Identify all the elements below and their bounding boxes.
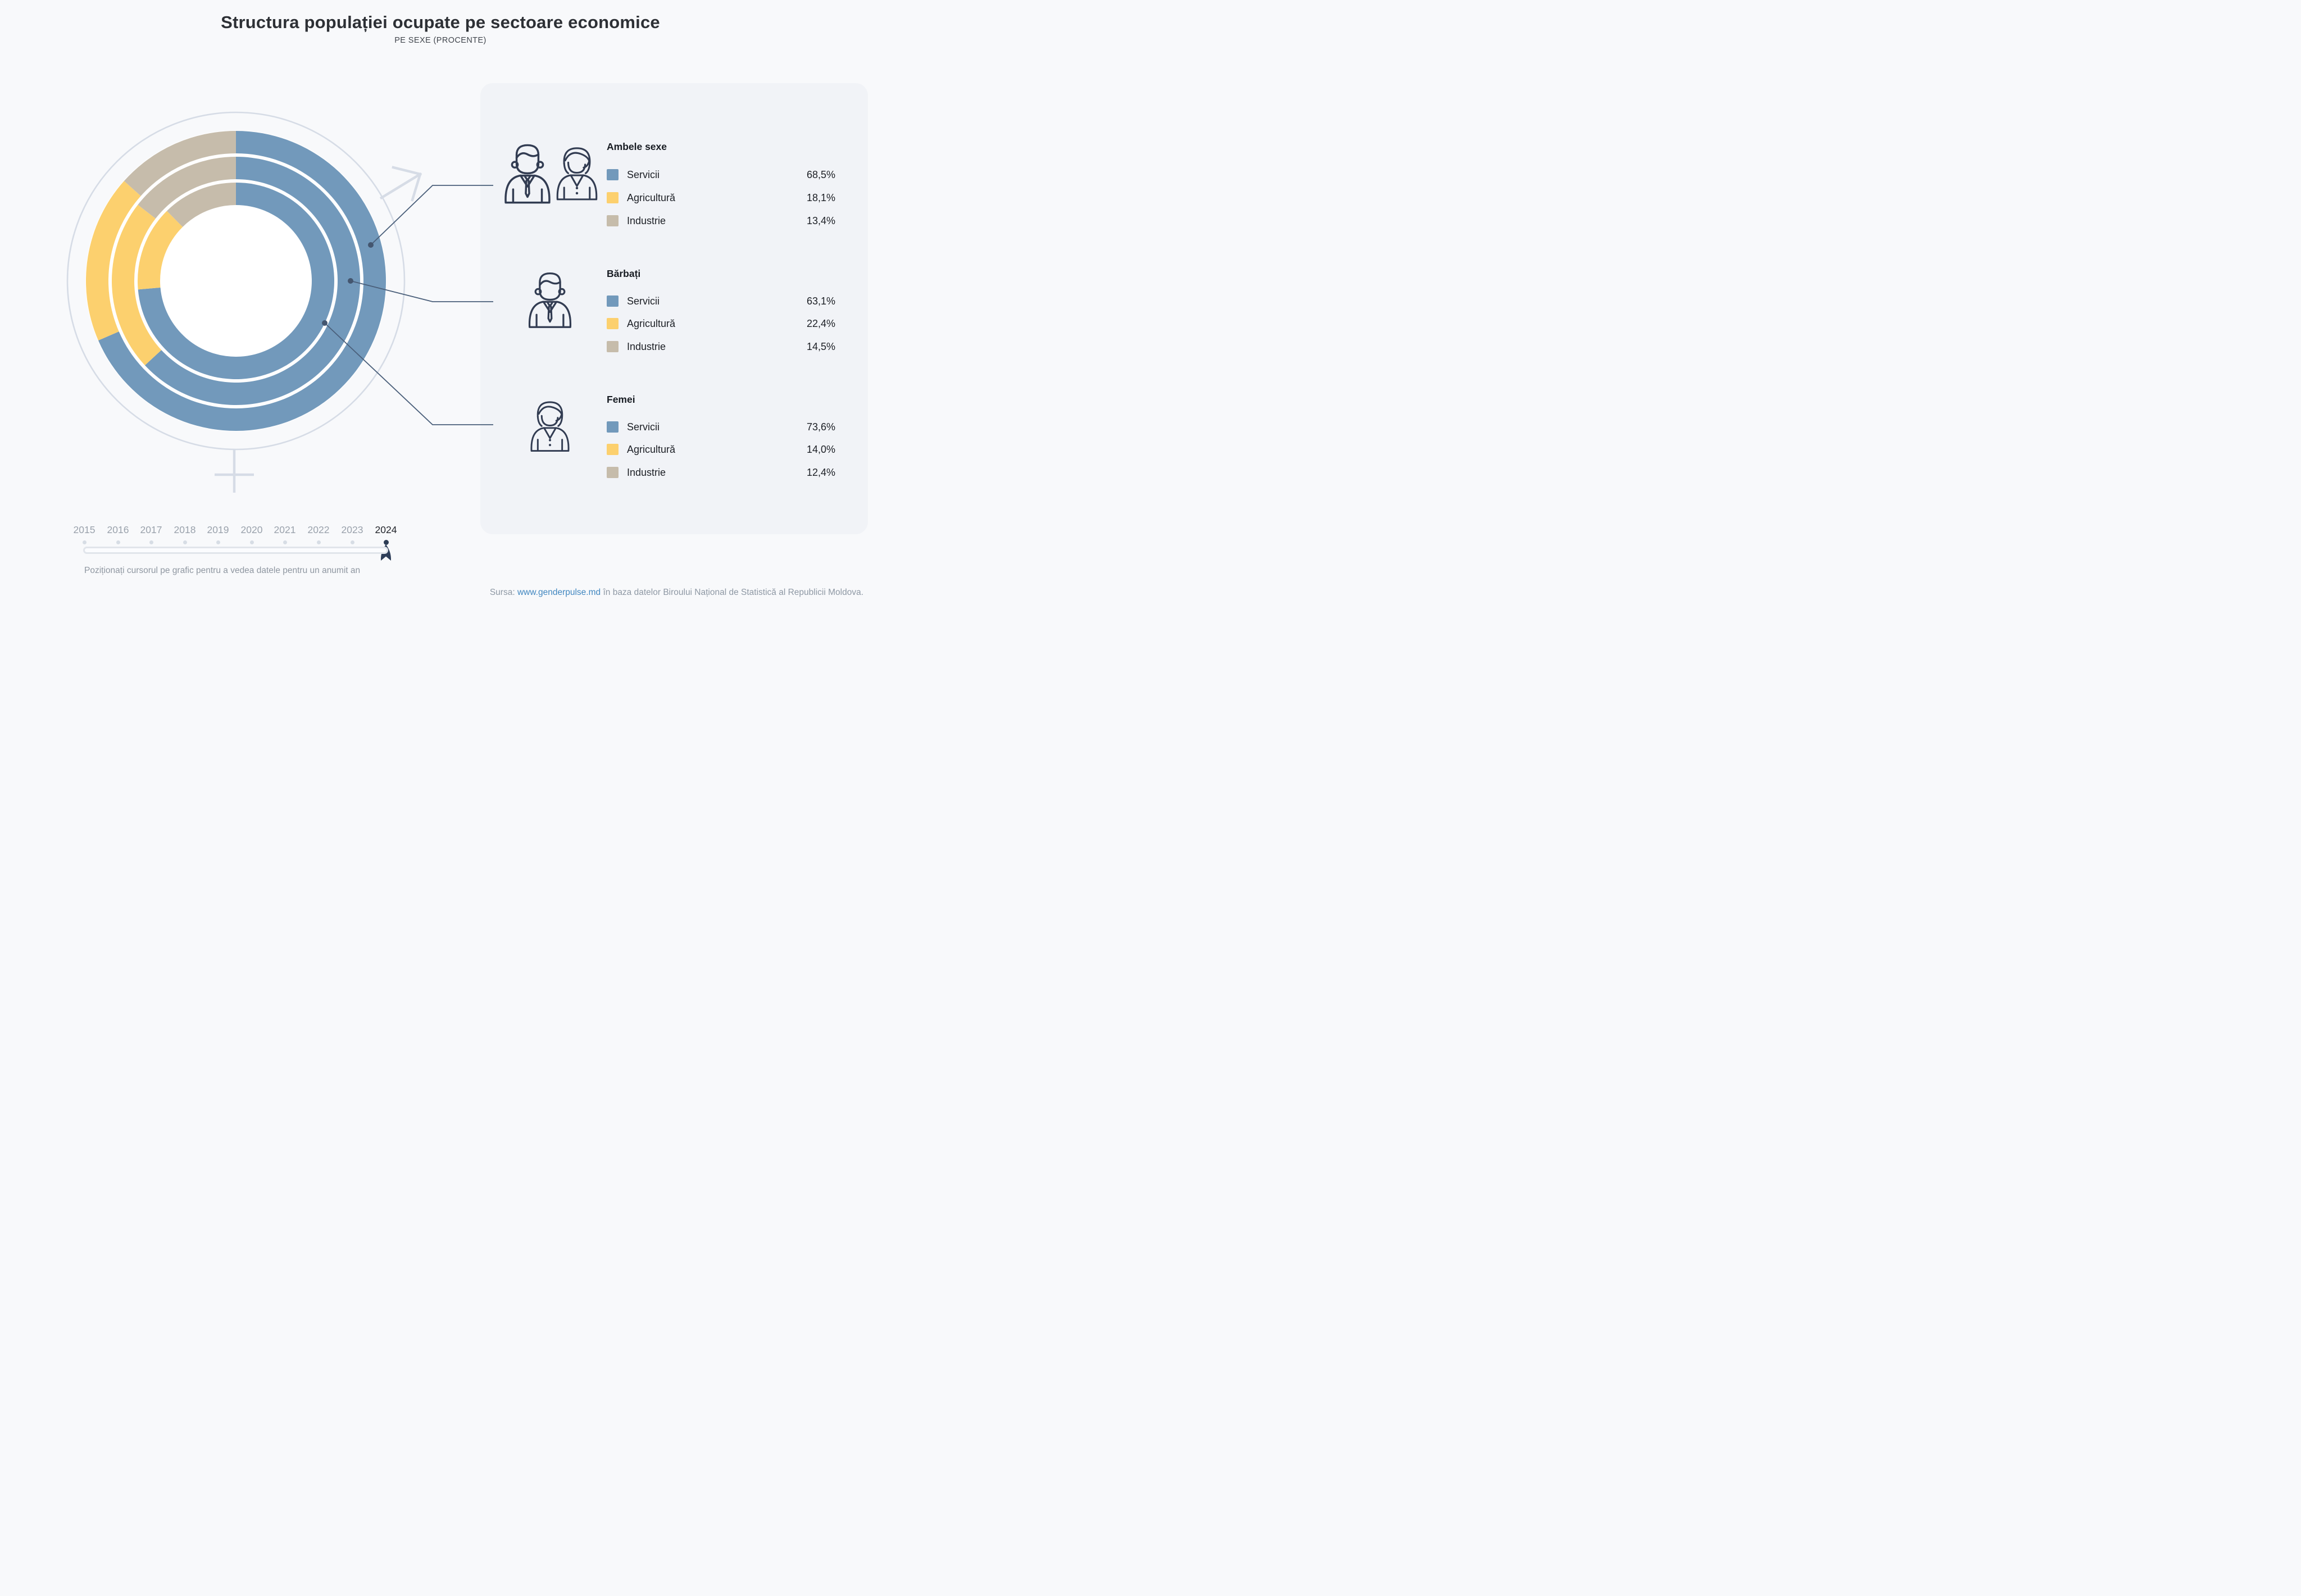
year-dot[interactable] bbox=[350, 540, 354, 544]
source-line: Sursa: www.genderpulse.md în baza datelo… bbox=[490, 588, 863, 598]
sector-value: 73,6% bbox=[806, 421, 835, 433]
servicii-swatch bbox=[607, 169, 619, 180]
man-icon bbox=[526, 266, 574, 332]
sector-label: Agricultură bbox=[627, 443, 676, 455]
agricultura-swatch bbox=[607, 444, 619, 455]
woman-icon bbox=[528, 393, 572, 458]
sector-value: 13,4% bbox=[806, 215, 835, 226]
sector-label: Servicii bbox=[627, 295, 660, 307]
ring-segment-middle[interactable] bbox=[138, 157, 236, 219]
year-slider-track-inner bbox=[85, 548, 386, 552]
year-label[interactable]: 2023 bbox=[341, 524, 363, 535]
year-label[interactable]: 2016 bbox=[107, 524, 129, 535]
year-dot-selected[interactable] bbox=[383, 540, 389, 545]
sector-label: Servicii bbox=[627, 169, 660, 180]
year-dot[interactable] bbox=[283, 540, 287, 544]
year-dot[interactable] bbox=[249, 540, 254, 544]
industrie-swatch bbox=[607, 215, 619, 226]
ring-segment-inner[interactable] bbox=[167, 183, 236, 227]
year-label[interactable]: 2018 bbox=[174, 524, 196, 535]
source-prefix: Sursa: bbox=[489, 588, 517, 597]
ring-segment-outer[interactable] bbox=[85, 181, 141, 341]
industrie-swatch bbox=[607, 341, 619, 352]
sector-value: 63,1% bbox=[806, 295, 835, 307]
servicii-swatch bbox=[607, 295, 619, 307]
agricultura-swatch bbox=[607, 192, 619, 203]
year-slider-track[interactable] bbox=[83, 547, 388, 554]
connector-lines bbox=[324, 185, 493, 425]
sector-value: 22,4% bbox=[806, 317, 835, 329]
sector-value: 12,4% bbox=[806, 466, 835, 478]
sector-label: Agricultură bbox=[627, 192, 676, 203]
donut-chart bbox=[66, 111, 493, 561]
section-title-femei: Femei bbox=[607, 394, 635, 405]
connector-femei bbox=[324, 322, 493, 425]
legend-row: Industrie 13,4% bbox=[607, 214, 835, 228]
sector-label: Agricultură bbox=[627, 317, 676, 329]
source-suffix: în baza datelor Biroului Național de Sta… bbox=[601, 588, 863, 597]
year-label[interactable]: 2020 bbox=[240, 524, 263, 535]
section-title-ambele-sexe: Ambele sexe bbox=[607, 141, 667, 152]
year-label[interactable]: 2017 bbox=[140, 524, 162, 535]
year-label[interactable]: 2021 bbox=[274, 524, 296, 535]
ring-segment-middle[interactable] bbox=[112, 204, 162, 366]
page-title: Structura populației ocupate pe sectoare… bbox=[221, 12, 660, 32]
ring-segment-inner[interactable] bbox=[138, 211, 183, 290]
sector-value: 68,5% bbox=[806, 169, 835, 180]
sector-label: Servicii bbox=[627, 421, 660, 433]
year-label[interactable]: 2022 bbox=[307, 524, 330, 535]
year-dot[interactable] bbox=[183, 540, 187, 544]
legend-row: Industrie 14,5% bbox=[607, 340, 835, 353]
legend-row: Agricultură 14,0% bbox=[607, 443, 835, 456]
legend-row: Servicii 73,6% bbox=[607, 420, 835, 434]
agricultura-swatch bbox=[607, 318, 619, 329]
sector-label: Industrie bbox=[627, 215, 666, 226]
year-dot[interactable] bbox=[316, 540, 321, 544]
section-title-barbati: Bărbați bbox=[607, 268, 641, 279]
gender-symbol-circle bbox=[66, 111, 406, 451]
year-dot[interactable] bbox=[149, 540, 153, 544]
connector-dots bbox=[322, 242, 374, 326]
man-icon bbox=[502, 140, 553, 206]
year-label-selected[interactable]: 2024 bbox=[375, 524, 397, 535]
year-label[interactable]: 2019 bbox=[207, 524, 229, 535]
female-cross-icon bbox=[215, 450, 254, 493]
year-dot[interactable] bbox=[116, 540, 120, 544]
industrie-swatch bbox=[607, 467, 619, 478]
page-subtitle: PE SEXE (PROCENTE) bbox=[394, 36, 486, 45]
sector-value: 18,1% bbox=[806, 192, 835, 203]
sector-value: 14,5% bbox=[806, 340, 835, 352]
sector-value: 14,0% bbox=[806, 443, 835, 455]
connector-ambele-sexe bbox=[370, 185, 493, 245]
infographic: Structura populației ocupate pe sectoare… bbox=[0, 0, 881, 611]
year-dot[interactable] bbox=[82, 540, 87, 544]
ring-segment-middle[interactable] bbox=[144, 157, 360, 405]
ring-segment-outer[interactable] bbox=[124, 131, 236, 196]
servicii-swatch bbox=[607, 421, 619, 433]
legend-row: Servicii 63,1% bbox=[607, 294, 835, 308]
legend-row: Agricultură 22,4% bbox=[607, 317, 835, 330]
sector-label: Industrie bbox=[627, 466, 666, 478]
woman-icon bbox=[554, 140, 600, 206]
source-link[interactable]: www.genderpulse.md bbox=[517, 588, 601, 597]
legend-panel bbox=[480, 83, 868, 534]
legend-row: Servicii 68,5% bbox=[607, 168, 835, 181]
male-arrow-icon bbox=[379, 166, 422, 202]
connector-barbati bbox=[350, 280, 493, 302]
sector-label: Industrie bbox=[627, 340, 666, 352]
legend-row: Agricultură 18,1% bbox=[607, 191, 835, 204]
year-dot[interactable] bbox=[216, 540, 220, 544]
slider-hint: Poziționați cursorul pe grafic pentru a … bbox=[84, 566, 361, 575]
legend-row: Industrie 12,4% bbox=[607, 466, 835, 479]
year-label[interactable]: 2015 bbox=[73, 524, 96, 535]
